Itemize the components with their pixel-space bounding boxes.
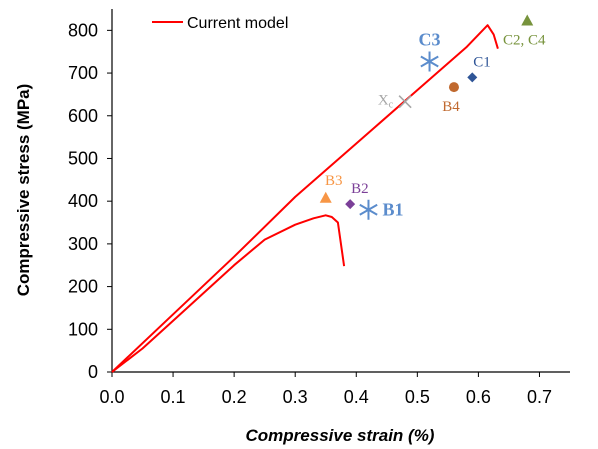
- point-x: [398, 95, 412, 109]
- model-curve: [111, 24, 499, 373]
- point-c2-c4-label: C2, C4: [503, 33, 546, 49]
- point-b3: [319, 191, 332, 203]
- x-axis-title: Compressive strain (%): [246, 426, 435, 445]
- point-b2-label: B2: [351, 181, 369, 197]
- x-tick-label: 0.0: [99, 387, 124, 407]
- y-tick-label: 100: [68, 319, 98, 339]
- legend: Current model: [152, 15, 288, 32]
- point-c3: [420, 51, 439, 72]
- y-tick-label: 200: [68, 277, 98, 297]
- point-b2: [345, 199, 356, 210]
- point-c1-label: C1: [473, 54, 491, 70]
- x-tick-label: 0.6: [466, 387, 491, 407]
- legend-label: Current model: [187, 15, 288, 32]
- point-b3-label: B3: [325, 173, 343, 189]
- model-curve: [111, 214, 346, 373]
- y-tick-label: 800: [68, 20, 98, 40]
- x-tick-label: 0.5: [405, 387, 430, 407]
- point-b1: [359, 199, 378, 220]
- y-tick-label: 600: [68, 106, 98, 126]
- y-tick-label: 700: [68, 63, 98, 83]
- x-tick-label: 0.2: [222, 387, 247, 407]
- y-tick-label: 500: [68, 148, 98, 168]
- y-tick-label: 0: [88, 362, 98, 382]
- x-tick-label: 0.3: [283, 387, 308, 407]
- x-tick-label: 0.7: [527, 387, 552, 407]
- y-tick-label: 400: [68, 191, 98, 211]
- y-axis-title: Compressive stress (MPa): [14, 84, 33, 297]
- point-x-label: Xc: [378, 93, 394, 111]
- model-curves: [111, 24, 499, 373]
- point-b1-label: B1: [382, 200, 403, 220]
- point-b4-label: B4: [442, 99, 460, 115]
- x-tick-label: 0.4: [344, 387, 369, 407]
- point-c2-c4: [521, 14, 534, 26]
- y-tick-label: 300: [68, 234, 98, 254]
- x-tick-label: 0.1: [161, 387, 186, 407]
- data-points: B1 B2 B3 B4 C1 C3 C2, C4 Xc: [319, 14, 546, 220]
- point-b4: [448, 82, 459, 93]
- axes: 0.0 0.1 0.2 0.3 0.4 0.5 0.6 0.7 0 100 200 300 400 500…: [68, 9, 570, 407]
- point-c3-label: C3: [419, 30, 441, 50]
- point-x-label-subscript: c: [389, 100, 394, 111]
- point-c1: [467, 72, 478, 83]
